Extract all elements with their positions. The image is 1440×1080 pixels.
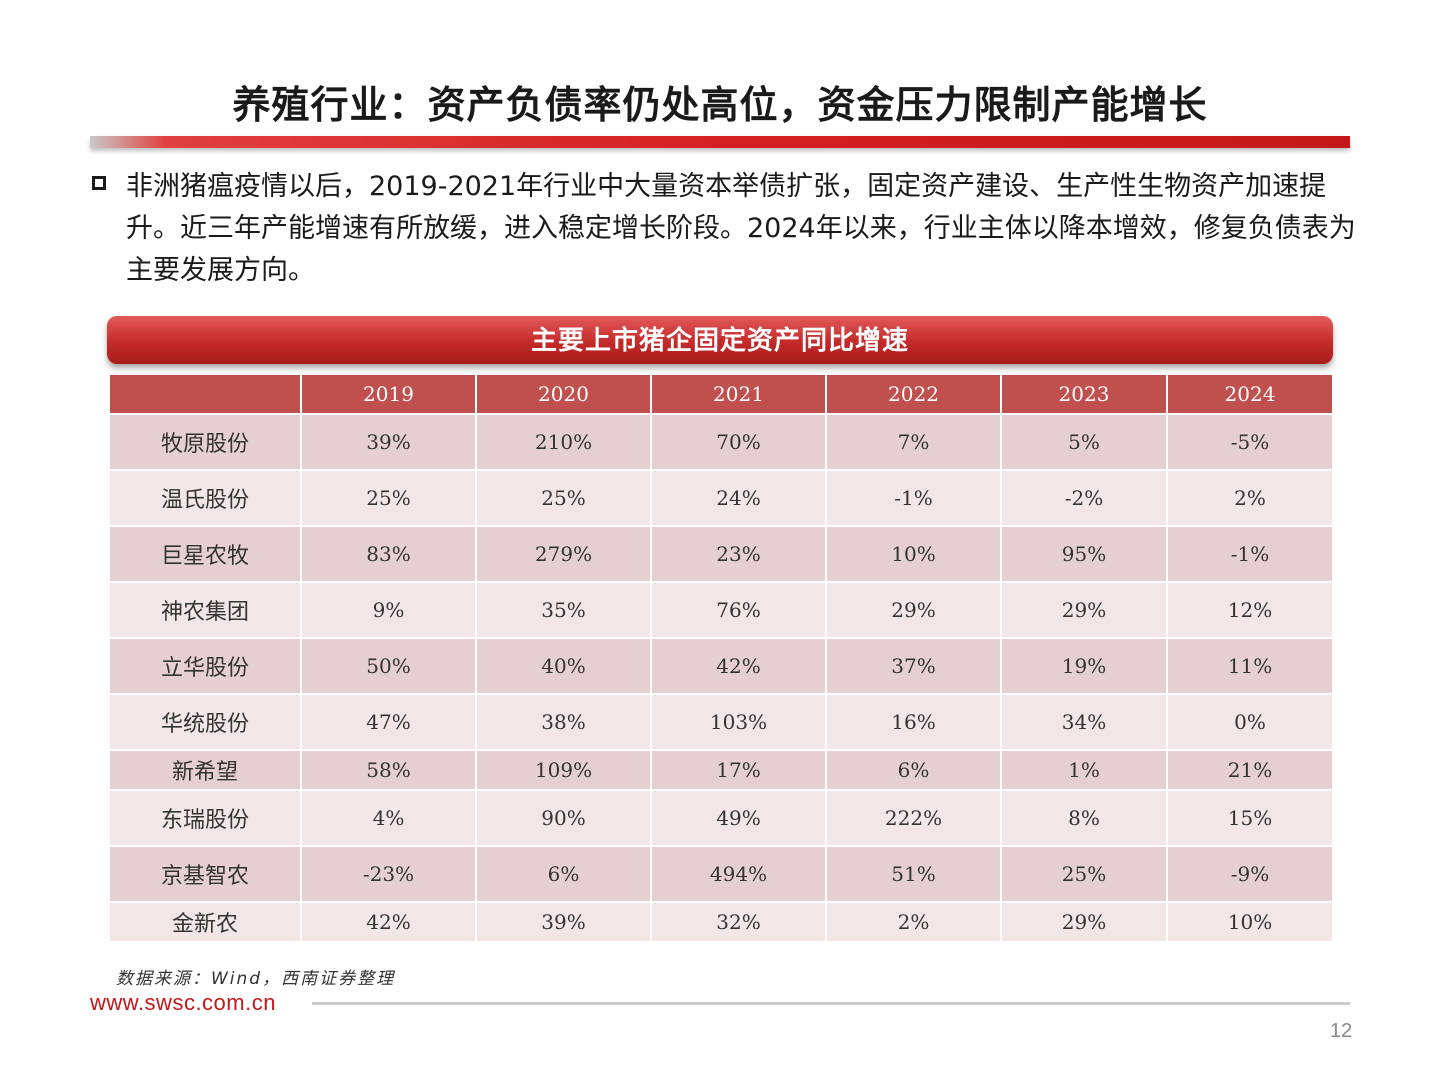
value-cell: 25% — [300, 469, 477, 527]
value-cell: -1% — [825, 469, 1002, 527]
company-cell: 京基智农 — [108, 845, 302, 903]
company-cell: 神农集团 — [108, 581, 302, 639]
value-cell: 35% — [475, 581, 652, 639]
value-cell: 38% — [475, 693, 652, 751]
value-cell: 21% — [1166, 749, 1334, 791]
table-row: 华统股份 47% 38% 103% 16% 34% 0% — [108, 693, 1334, 751]
value-cell: 2% — [1166, 469, 1334, 527]
table-row: 金新农 42% 39% 32% 2% 29% 10% — [108, 901, 1334, 943]
table-row: 温氏股份 25% 25% 24% -1% -2% 2% — [108, 469, 1334, 527]
value-cell: 210% — [475, 413, 652, 471]
value-cell: 16% — [825, 693, 1002, 751]
value-cell: 51% — [825, 845, 1002, 903]
table-row: 神农集团 9% 35% 76% 29% 29% 12% — [108, 581, 1334, 639]
value-cell: 37% — [825, 637, 1002, 695]
value-cell: 222% — [825, 789, 1002, 847]
company-cell: 巨星农牧 — [108, 525, 302, 583]
value-cell: 25% — [1000, 845, 1168, 903]
header-corner — [108, 373, 302, 415]
value-cell: 24% — [650, 469, 827, 527]
value-cell: 29% — [825, 581, 1002, 639]
value-cell: 29% — [1000, 901, 1168, 943]
value-cell: 6% — [475, 845, 652, 903]
value-cell: 70% — [650, 413, 827, 471]
company-cell: 立华股份 — [108, 637, 302, 695]
value-cell: -5% — [1166, 413, 1334, 471]
value-cell: 42% — [650, 637, 827, 695]
table-title-banner: 主要上市猪企固定资产同比增速 — [107, 316, 1333, 364]
page-title: 养殖行业：资产负债率仍处高位，资金压力限制产能增长 — [232, 83, 1208, 127]
value-cell: 39% — [475, 901, 652, 943]
value-cell: 39% — [300, 413, 477, 471]
value-cell: 29% — [1000, 581, 1168, 639]
table-row: 巨星农牧 83% 279% 23% 10% 95% -1% — [108, 525, 1334, 583]
value-cell: -23% — [300, 845, 477, 903]
table-row: 牧原股份 39% 210% 70% 7% 5% -5% — [108, 413, 1334, 471]
value-cell: 25% — [475, 469, 652, 527]
company-cell: 温氏股份 — [108, 469, 302, 527]
company-cell: 新希望 — [108, 749, 302, 791]
footer-url-link[interactable]: www.swsc.com.cn — [90, 990, 276, 1015]
value-cell: 11% — [1166, 637, 1334, 695]
value-cell: 9% — [300, 581, 477, 639]
header-year: 2024 — [1166, 373, 1334, 415]
value-cell: 10% — [1166, 901, 1334, 943]
value-cell: 40% — [475, 637, 652, 695]
value-cell: 76% — [650, 581, 827, 639]
value-cell: 90% — [475, 789, 652, 847]
value-cell: 0% — [1166, 693, 1334, 751]
company-cell: 华统股份 — [108, 693, 302, 751]
table-row: 京基智农 -23% 6% 494% 51% 25% -9% — [108, 845, 1334, 903]
table-row: 新希望 58% 109% 17% 6% 1% 21% — [108, 749, 1334, 791]
header-year: 2020 — [475, 373, 652, 415]
value-cell: -2% — [1000, 469, 1168, 527]
table-row: 立华股份 50% 40% 42% 37% 19% 11% — [108, 637, 1334, 695]
company-cell: 金新农 — [108, 901, 302, 943]
value-cell: 83% — [300, 525, 477, 583]
company-cell: 牧原股份 — [108, 413, 302, 471]
square-bullet-icon — [92, 176, 106, 190]
value-cell: 6% — [825, 749, 1002, 791]
value-cell: 32% — [650, 901, 827, 943]
bullet-paragraph: 非洲猪瘟疫情以后，2019-2021年行业中大量资本举债扩张，固定资产建设、生产… — [126, 171, 1356, 286]
value-cell: 279% — [475, 525, 652, 583]
page-number: 12 — [1330, 1020, 1353, 1042]
title-divider — [90, 136, 1350, 148]
value-cell: 58% — [300, 749, 477, 791]
header-year: 2021 — [650, 373, 827, 415]
header-year: 2019 — [300, 373, 477, 415]
company-cell: 东瑞股份 — [108, 789, 302, 847]
value-cell: 95% — [1000, 525, 1168, 583]
value-cell: 42% — [300, 901, 477, 943]
value-cell: 47% — [300, 693, 477, 751]
value-cell: 34% — [1000, 693, 1168, 751]
value-cell: -1% — [1166, 525, 1334, 583]
value-cell: 19% — [1000, 637, 1168, 695]
table-header-row: 2019 2020 2021 2022 2023 2024 — [108, 373, 1334, 415]
table-row: 东瑞股份 4% 90% 49% 222% 8% 15% — [108, 789, 1334, 847]
value-cell: 4% — [300, 789, 477, 847]
header-year: 2022 — [825, 373, 1002, 415]
header-year: 2023 — [1000, 373, 1168, 415]
data-source-note: 数据来源：Wind，西南证券整理 — [116, 969, 396, 989]
value-cell: 8% — [1000, 789, 1168, 847]
value-cell: -9% — [1166, 845, 1334, 903]
footer-divider — [312, 1002, 1350, 1005]
value-cell: 17% — [650, 749, 827, 791]
value-cell: 103% — [650, 693, 827, 751]
value-cell: 12% — [1166, 581, 1334, 639]
value-cell: 10% — [825, 525, 1002, 583]
value-cell: 494% — [650, 845, 827, 903]
value-cell: 7% — [825, 413, 1002, 471]
value-cell: 5% — [1000, 413, 1168, 471]
value-cell: 15% — [1166, 789, 1334, 847]
fixed-asset-growth-table: 2019 2020 2021 2022 2023 2024 牧原股份 39% 2… — [108, 373, 1334, 943]
value-cell: 49% — [650, 789, 827, 847]
value-cell: 2% — [825, 901, 1002, 943]
value-cell: 109% — [475, 749, 652, 791]
value-cell: 50% — [300, 637, 477, 695]
value-cell: 1% — [1000, 749, 1168, 791]
value-cell: 23% — [650, 525, 827, 583]
